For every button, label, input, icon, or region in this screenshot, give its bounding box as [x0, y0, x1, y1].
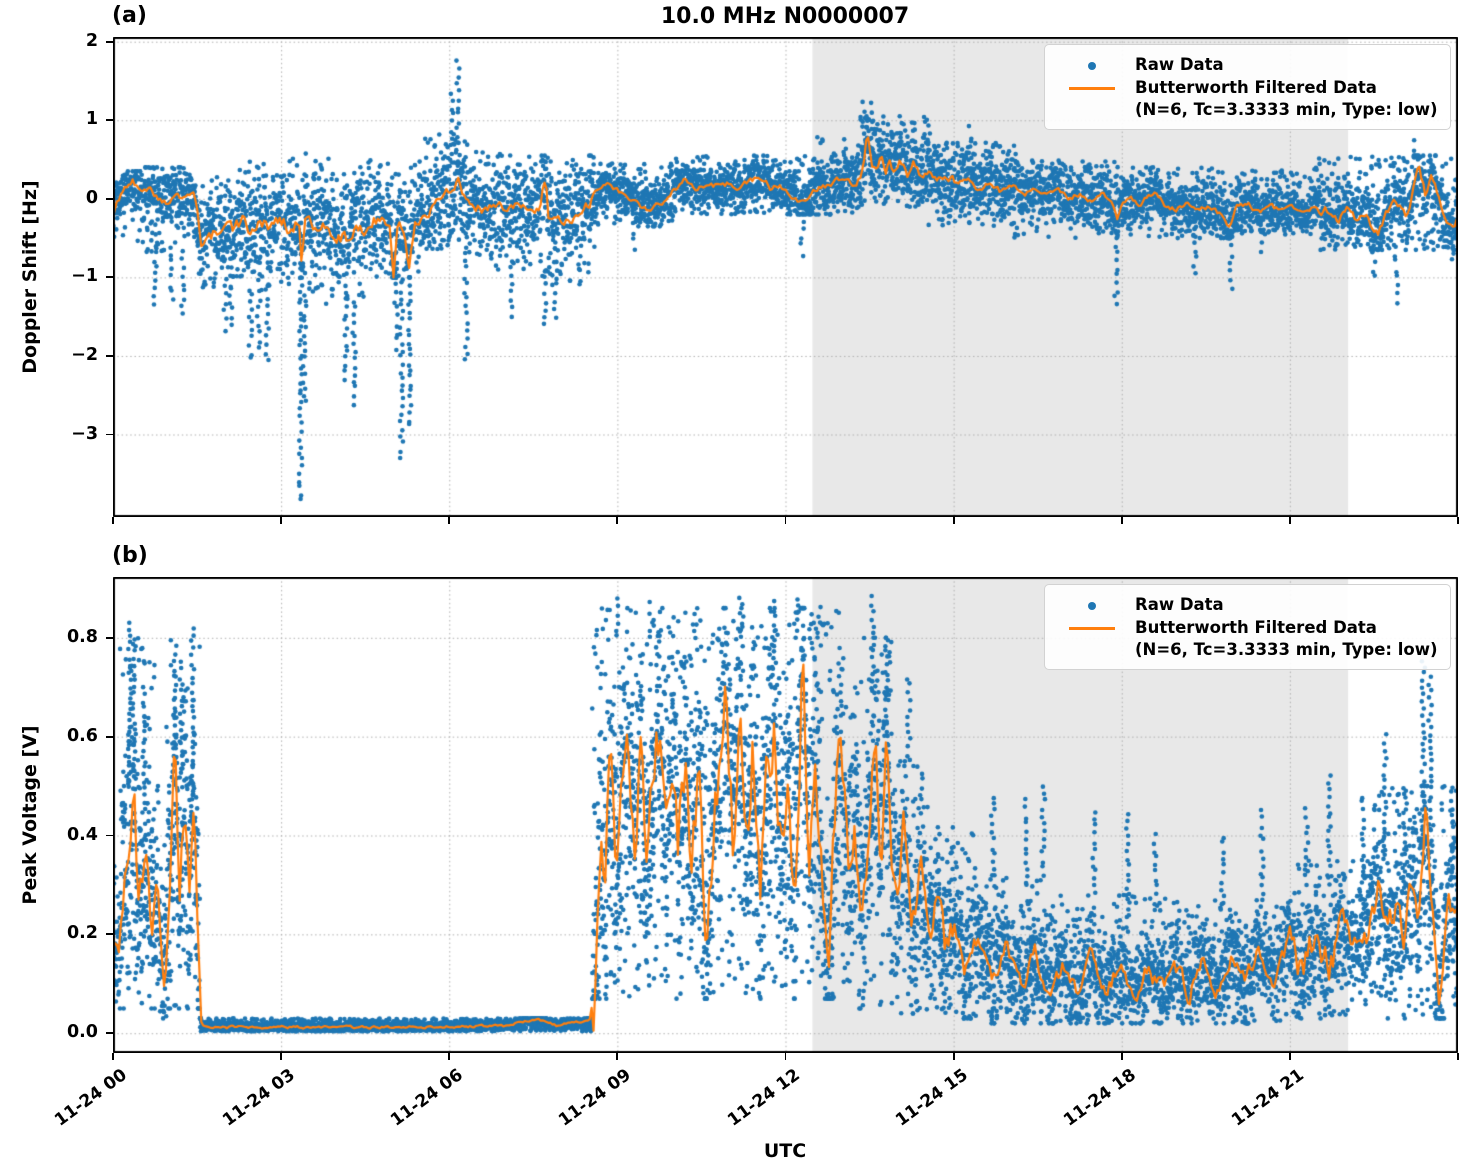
- x-tick-label: 11-24 15: [891, 1065, 972, 1131]
- x-tick: [1120, 517, 1123, 524]
- x-tick-label: 11-24 00: [51, 1065, 131, 1131]
- y-axis-label-voltage: Peak Voltage [V]: [19, 725, 41, 905]
- x-tick: [616, 1053, 619, 1060]
- x-tick: [280, 1053, 283, 1060]
- x-tick: [784, 517, 787, 524]
- legend-filtered-label: Butterworth Filtered Data (N=6, Tc=3.333…: [1135, 77, 1438, 119]
- x-tick: [616, 517, 619, 524]
- y-tick: [106, 119, 113, 122]
- x-tick-label: 11-24 06: [387, 1065, 468, 1131]
- x-tick-label: 11-24 12: [723, 1065, 804, 1131]
- y-tick-label: 0.8: [66, 626, 98, 647]
- y-tick-label: 0.6: [66, 725, 98, 746]
- x-axis-label: UTC: [763, 1140, 807, 1162]
- x-tick: [1457, 1053, 1459, 1060]
- y-tick-label: 0: [85, 187, 98, 208]
- y-tick-label: 1: [85, 109, 98, 130]
- x-tick-label: 11-24 09: [555, 1065, 636, 1131]
- y-tick-label: 0.4: [66, 824, 98, 845]
- raw-data-marker-icon: [1049, 594, 1135, 610]
- legend-raw-label: Raw Data: [1135, 55, 1224, 74]
- y-tick-label: 2: [85, 30, 98, 51]
- x-tick-label: 11-24 21: [1227, 1065, 1308, 1131]
- x-tick: [784, 1053, 787, 1060]
- legend-panel-b: Raw Data Butterworth Filtered Data (N=6,…: [1044, 584, 1451, 671]
- y-tick-label: 0.0: [66, 1022, 98, 1043]
- x-tick: [1120, 1053, 1123, 1060]
- y-tick: [106, 40, 113, 43]
- filtered-line-marker-icon: [1049, 77, 1135, 90]
- x-tick: [112, 1053, 114, 1060]
- y-tick: [106, 735, 113, 738]
- legend-row-raw: Raw Data: [1049, 594, 1438, 616]
- x-tick-label: 11-24 18: [1059, 1065, 1140, 1131]
- panel-b-tag: (b): [112, 543, 148, 568]
- x-tick: [448, 1053, 451, 1060]
- y-axis-label-doppler: Doppler Shift [Hz]: [19, 180, 41, 374]
- x-tick: [280, 517, 283, 524]
- legend-row-raw: Raw Data: [1049, 54, 1438, 76]
- legend-panel-a: Raw Data Butterworth Filtered Data (N=6,…: [1044, 44, 1451, 131]
- y-tick: [106, 834, 113, 837]
- y-tick: [106, 276, 113, 279]
- y-tick: [106, 197, 113, 200]
- legend-row-filtered: Butterworth Filtered Data (N=6, Tc=3.333…: [1049, 77, 1438, 121]
- raw-data-marker-icon: [1049, 54, 1135, 70]
- y-tick: [106, 933, 113, 936]
- legend-filtered-label: Butterworth Filtered Data (N=6, Tc=3.333…: [1135, 617, 1438, 659]
- panel-a-tag: (a): [112, 3, 147, 28]
- filtered-line-marker-icon: [1049, 617, 1135, 630]
- x-tick: [1288, 517, 1291, 524]
- y-tick: [106, 355, 113, 357]
- x-tick: [1288, 1053, 1291, 1060]
- y-tick: [106, 433, 113, 436]
- y-tick-label: −1: [71, 266, 98, 287]
- x-tick: [448, 517, 451, 524]
- x-tick: [1457, 517, 1459, 524]
- x-tick: [952, 517, 955, 524]
- y-tick: [106, 636, 113, 639]
- x-tick-label: 11-24 03: [219, 1065, 299, 1131]
- chart-title: 10.0 MHz N0000007: [660, 4, 910, 29]
- y-tick-label: −2: [71, 344, 98, 365]
- x-tick: [952, 1053, 955, 1060]
- x-tick: [112, 517, 114, 524]
- y-tick: [106, 1032, 113, 1035]
- legend-raw-label: Raw Data: [1135, 595, 1224, 614]
- y-tick-label: 0.2: [66, 923, 98, 944]
- legend-row-filtered: Butterworth Filtered Data (N=6, Tc=3.333…: [1049, 617, 1438, 661]
- y-tick-label: −3: [71, 423, 98, 444]
